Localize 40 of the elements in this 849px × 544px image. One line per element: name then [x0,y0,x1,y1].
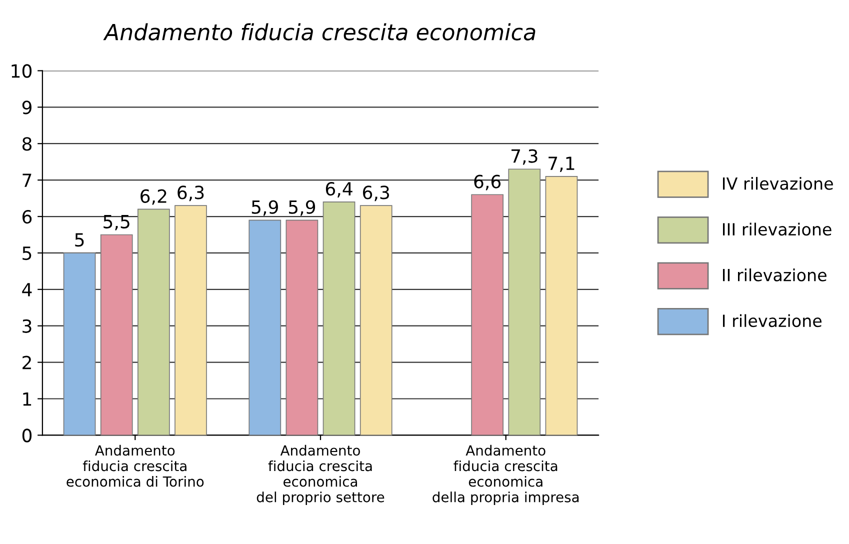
data-label: 5,9 [289,200,316,216]
bar [286,220,318,436]
bar [248,220,282,436]
x-tick-label: Andamento fiducia crescita economica di Torino [66,444,204,487]
bar [100,234,133,436]
bar [174,205,207,436]
data-label: 6,2 [140,189,166,205]
data-label: 7,1 [548,156,574,172]
bar [360,205,392,436]
y-tick-label: 6 [22,210,32,224]
bar [63,252,96,436]
chart-title: Andamento fiducia crescita economica [103,23,536,40]
data-label: 6,4 [326,182,352,198]
data-label: 5,5 [104,215,130,230]
bar [471,194,504,436]
bar [508,168,541,436]
y-tick-label: 10 [12,64,32,78]
data-label: 6,3 [178,186,204,202]
y-tick-label: 4 [22,283,32,296]
y-tick-label: 0 [22,428,32,442]
y-tick-label: 9 [22,100,32,114]
y-tick-label: 3 [22,319,32,333]
legend-label: I rilevazione [723,314,822,328]
bar [322,202,356,436]
legend-label: IV rilevazione [723,176,833,190]
data-label: 6,3 [363,186,390,202]
bar [137,208,170,436]
y-tick-label: 5 [22,246,32,260]
x-tick-label: Andamento fiducia crescita economica del proprio settore [256,444,384,506]
y-tick-label: 7 [22,174,32,187]
x-tick-label: Andamento fiducia crescita economica della propria impresa [432,444,579,506]
y-tick-label: 1 [23,392,32,406]
data-label: 5 [75,233,84,247]
data-label: 7,3 [512,149,538,165]
y-tick-label: 2 [22,356,31,370]
data-label: 5,9 [252,200,278,216]
bar [545,176,578,436]
legend-label: II rilevazione [723,268,826,282]
y-tick-label: 8 [22,137,32,151]
legend-label: III rilevazione [723,222,832,236]
